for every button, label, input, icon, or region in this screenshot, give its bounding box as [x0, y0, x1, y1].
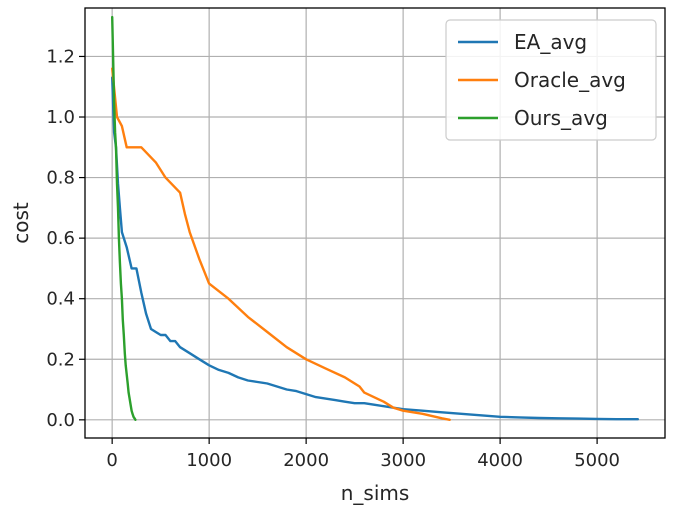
series-line-ours-avg [110, 15, 137, 421]
axis-ticks: 0 1000 2000 3000 4000 5000 0.0 0.2 0.4 0.6 0.8 1.0 1… [46, 46, 620, 471]
legend-label: Oracle_avg [514, 68, 626, 92]
y-tick-label: 0.2 [46, 349, 75, 370]
x-tick-label: 5000 [574, 450, 620, 471]
series-line-ea-avg [110, 76, 639, 421]
legend-box [445, 19, 657, 141]
y-tick-label: 0.6 [46, 228, 75, 249]
x-tick-label: 0 [106, 450, 117, 471]
series-lines [110, 15, 639, 421]
y-tick-label: 0.0 [46, 410, 75, 431]
x-tick-label: 3000 [380, 450, 426, 471]
y-tick-label: 1.0 [46, 107, 75, 128]
y-tick-label: 1.2 [46, 46, 75, 67]
y-tick-label: 0.8 [46, 168, 75, 189]
x-tick-label: 1000 [186, 450, 232, 471]
x-tick-label: 2000 [283, 450, 329, 471]
y-axis-label: cost [9, 202, 33, 244]
legend-label: EA_avg [514, 30, 587, 54]
x-tick-label: 4000 [477, 450, 523, 471]
series-line-oracle-avg [110, 67, 451, 421]
x-axis-label: n_sims [341, 481, 410, 505]
legend-label: Ours_avg [514, 106, 608, 130]
plot-frame [84, 7, 666, 439]
y-tick-label: 0.4 [46, 289, 75, 310]
legend: EA_avg Oracle_avg Ours_avg [445, 19, 657, 141]
